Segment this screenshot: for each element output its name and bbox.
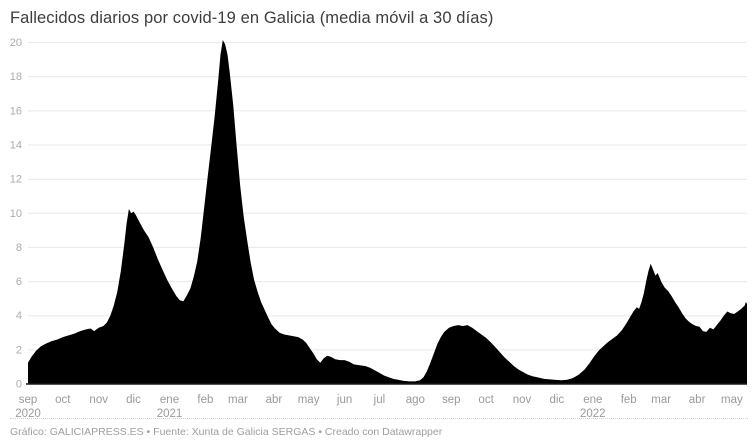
- x-axis-month-label: oct: [55, 394, 71, 406]
- y-axis-tick-label: 12: [10, 174, 22, 186]
- y-axis-tick-label: 2: [16, 344, 22, 356]
- x-axis-year-label: 2020: [15, 408, 41, 420]
- y-axis-tick-label: 20: [10, 37, 22, 49]
- x-axis-month-label: nov: [89, 394, 108, 406]
- footer-source-label: • Fuente: Xunta de Galicia SERGAS •: [143, 426, 325, 438]
- x-axis-month-label: oct: [478, 394, 494, 406]
- y-axis-tick-label: 4: [16, 310, 22, 322]
- footer-prefix-label: Gráfico:: [10, 426, 50, 438]
- footer-source-link[interactable]: GALICIAPRESS.ES: [49, 426, 144, 438]
- x-axis-year-label: 2022: [580, 408, 606, 420]
- x-axis-month-label: jul: [373, 394, 386, 406]
- y-axis-tick-label: 14: [10, 140, 22, 152]
- chart-title: Fallecidos diarios por covid-19 en Galic…: [10, 9, 494, 27]
- y-axis-tick-label: 6: [16, 276, 22, 288]
- x-axis-month-label: sep: [442, 394, 461, 406]
- x-axis-month-label: jun: [336, 394, 352, 406]
- x-axis-month-label: abr: [266, 394, 283, 406]
- x-axis-month-label: ago: [406, 394, 425, 406]
- x-axis-month-label: dic: [126, 394, 141, 406]
- x-axis-month-label: may: [298, 394, 320, 406]
- x-axis-month-label: feb: [621, 394, 637, 406]
- x-axis-month-label: feb: [197, 394, 213, 406]
- y-axis-tick-label: 0: [16, 379, 22, 391]
- x-axis-month-label: may: [721, 394, 743, 406]
- x-axis-month-label: sep: [19, 394, 38, 406]
- y-axis-tick-label: 8: [16, 242, 22, 254]
- x-axis-month-label: dic: [549, 394, 564, 406]
- x-axis-month-label: mar: [228, 394, 248, 406]
- x-axis-month-label: ene: [160, 394, 179, 406]
- x-axis-year-label: 2021: [157, 408, 183, 420]
- footer-separator-line: [10, 418, 748, 419]
- x-axis-month-label: ene: [583, 394, 602, 406]
- x-axis-month-label: abr: [689, 394, 706, 406]
- chart-footer: Gráfico: GALICIAPRESS.ES • Fuente: Xunta…: [10, 426, 442, 438]
- x-axis-month-label: nov: [513, 394, 532, 406]
- y-axis-tick-label: 16: [10, 105, 22, 117]
- x-axis-month-label: mar: [651, 394, 671, 406]
- footer-datawrapper-credit-link[interactable]: Creado con Datawrapper: [324, 426, 443, 438]
- area-series-deaths: [28, 40, 747, 384]
- y-axis-tick-label: 18: [10, 71, 22, 83]
- y-axis-tick-label: 10: [10, 208, 22, 220]
